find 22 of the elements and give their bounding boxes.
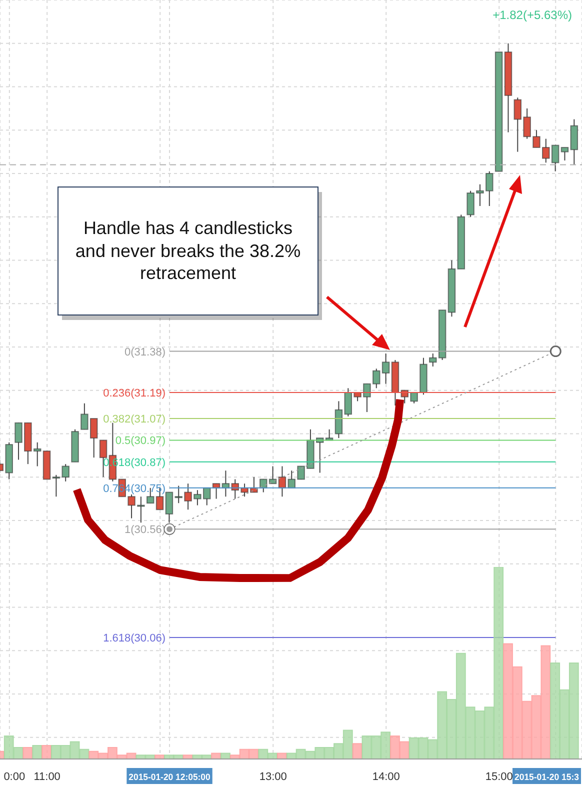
bar — [154, 754, 165, 759]
annotation: +1.82(+5.63%) — [492, 8, 572, 22]
x-tick-label: 2015-01-20 15:3 — [514, 772, 582, 782]
bar — [32, 745, 42, 759]
bar — [352, 743, 363, 759]
ref-line-label: 0.236(31.19) — [103, 388, 166, 400]
x-tick-label: 13:00 — [259, 771, 287, 783]
ref-line-label: 1.618(30.06) — [103, 632, 166, 645]
bar — [220, 752, 231, 759]
bar — [211, 752, 222, 759]
bar — [42, 745, 52, 759]
x-tick-label: 14:00 — [372, 771, 400, 783]
ref-line-label: 0.382(31.07) — [103, 414, 166, 426]
x-tick-label: 2015-01-20 12:05:00 — [128, 772, 214, 782]
x-tick-label: 0:00 — [4, 771, 26, 783]
x-tick-label: 11:00 — [34, 771, 60, 783]
bar — [183, 754, 194, 759]
ref-line-label: 0(31.38) — [124, 346, 166, 358]
ref-line-label: 0.5(30.97) — [115, 435, 166, 448]
bar — [277, 752, 288, 759]
x-tick-label: 15:00 — [485, 771, 513, 783]
ref-line-label: 1(30.56) — [124, 524, 166, 536]
